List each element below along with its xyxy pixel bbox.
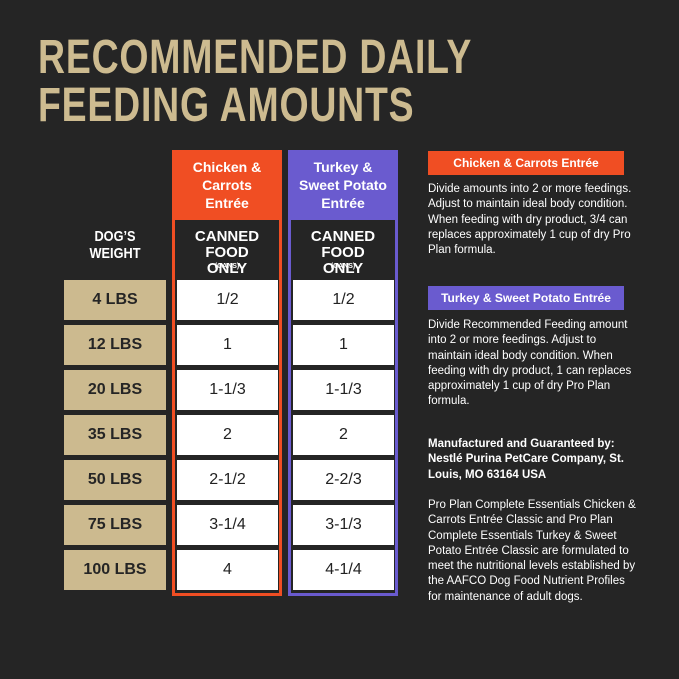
amount-cell: 1 (293, 325, 394, 365)
weight-header: DOG’S WEIGHT (89, 228, 141, 262)
column-unit: (CANS) (214, 263, 240, 270)
weight-cell: 4 LBS (64, 280, 166, 320)
section-label: Turkey & Sweet Potato Entrée (428, 286, 624, 310)
weight-cell: 35 LBS (64, 415, 166, 455)
column-subheader: CANNED FOOD ONLY (194, 228, 260, 277)
column-header: Chicken & Carrots Entrée (172, 150, 282, 220)
amount-cell: 2-2/3 (293, 460, 394, 500)
manufacturer: Manufactured and Guaranteed by: Nestlé P… (428, 438, 624, 481)
amount-cell: 2 (177, 415, 278, 455)
title: FEEDING AMOUNTS (38, 79, 415, 132)
weight-cell: 12 LBS (64, 325, 166, 365)
weight-cell: 50 LBS (64, 460, 166, 500)
column-unit: (CANS) (330, 263, 356, 270)
amount-cell: 1-1/3 (293, 370, 394, 410)
column-subheader: CANNED FOOD ONLY (310, 228, 376, 277)
amount-cell: 3-1/4 (177, 505, 278, 545)
section-label: Chicken & Carrots Entrée (428, 151, 624, 175)
weight-cell: 75 LBS (64, 505, 166, 545)
amount-cell: 4 (177, 550, 278, 590)
section-text: Divide amounts into 2 or more feedings. … (428, 183, 632, 257)
section-text: Divide Recommended Feeding amount into 2… (428, 319, 632, 408)
weight-cell: 100 LBS (64, 550, 166, 590)
amount-cell: 1 (177, 325, 278, 365)
amount-cell: 2-1/2 (177, 460, 278, 500)
column-header: Turkey & Sweet Potato Entrée (288, 150, 398, 220)
amount-cell: 1-1/3 (177, 370, 278, 410)
title: RECOMMENDED DAILY (38, 31, 473, 84)
amount-cell: 2 (293, 415, 394, 455)
statement: Pro Plan Complete Essentials Chicken & C… (428, 499, 636, 603)
amount-cell: 4-1/4 (293, 550, 394, 590)
weight-cell: 20 LBS (64, 370, 166, 410)
amount-cell: 1/2 (293, 280, 394, 320)
amount-cell: 1/2 (177, 280, 278, 320)
amount-cell: 3-1/3 (293, 505, 394, 545)
